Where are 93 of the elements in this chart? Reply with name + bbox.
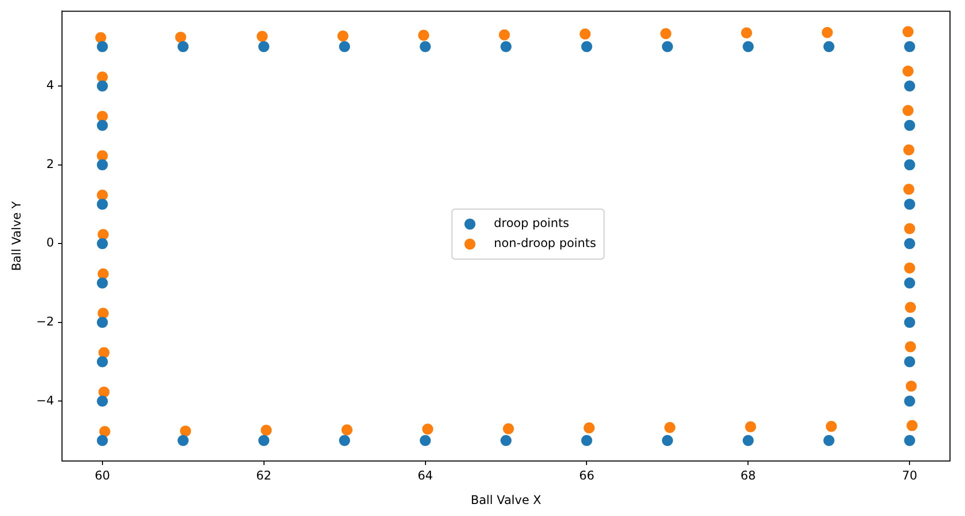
point — [904, 159, 916, 170]
point — [337, 30, 348, 42]
point — [904, 356, 916, 368]
point — [904, 277, 916, 288]
x-tick-label: 66 — [579, 468, 594, 482]
x-tick-label: 64 — [418, 468, 433, 482]
point — [580, 28, 591, 40]
x-tick-label: 62 — [256, 468, 272, 482]
point — [906, 380, 917, 392]
point — [500, 41, 512, 52]
point — [260, 424, 272, 436]
point — [339, 435, 350, 446]
point — [903, 184, 914, 195]
point — [178, 41, 189, 52]
x-axis-title: Ball Valve X — [470, 492, 542, 507]
point — [96, 120, 108, 131]
point — [96, 396, 108, 407]
point — [420, 435, 431, 446]
point — [742, 435, 754, 446]
point — [96, 80, 108, 92]
point — [742, 41, 754, 52]
point — [823, 435, 834, 446]
point — [98, 229, 109, 240]
point — [258, 41, 270, 52]
x-tick-label: 68 — [740, 468, 756, 482]
point — [904, 316, 916, 328]
point — [904, 223, 916, 234]
point — [662, 41, 673, 52]
point — [662, 435, 673, 446]
point — [96, 356, 108, 368]
point — [903, 144, 914, 156]
point — [826, 420, 837, 432]
y-tick-label: 4 — [46, 78, 54, 92]
point — [98, 347, 110, 358]
point — [96, 110, 108, 122]
point — [902, 66, 914, 77]
point — [96, 41, 108, 52]
point — [500, 435, 512, 446]
point — [178, 435, 189, 446]
point — [581, 435, 592, 446]
point — [98, 268, 109, 280]
point — [498, 29, 510, 40]
point — [96, 435, 108, 446]
point — [904, 41, 916, 52]
point — [904, 80, 916, 92]
legend-label: non-droop points — [494, 236, 596, 250]
point — [904, 198, 916, 210]
point — [904, 120, 916, 131]
point — [902, 26, 914, 38]
point — [420, 41, 431, 52]
y-axis-title: Ball Valve Y — [9, 200, 24, 271]
point — [904, 396, 916, 407]
y-tick-label: 0 — [46, 236, 54, 250]
point — [341, 424, 352, 436]
point — [96, 159, 108, 170]
point — [422, 424, 434, 435]
point — [175, 32, 186, 43]
point — [96, 316, 108, 328]
point — [660, 28, 672, 40]
y-tick-label: −4 — [36, 393, 54, 408]
point — [664, 422, 676, 434]
point — [96, 238, 108, 250]
y-tick-label: −2 — [36, 314, 54, 328]
point — [418, 30, 430, 41]
point — [904, 238, 916, 250]
point — [96, 190, 108, 201]
point — [339, 41, 350, 52]
point — [256, 30, 268, 42]
x-tick-label: 60 — [94, 468, 110, 482]
point — [584, 422, 595, 434]
point — [904, 302, 916, 313]
point — [741, 27, 752, 38]
point — [96, 71, 108, 82]
point — [581, 41, 592, 52]
point — [99, 426, 110, 437]
point — [95, 32, 106, 44]
point — [906, 420, 918, 432]
y-tick-label: 2 — [46, 156, 54, 171]
point — [258, 435, 270, 446]
point — [502, 423, 514, 434]
x-tick-label: 70 — [902, 468, 918, 482]
point — [904, 262, 916, 274]
point — [904, 341, 916, 352]
point — [745, 421, 756, 432]
point — [98, 386, 110, 398]
point — [902, 104, 914, 116]
point — [180, 426, 192, 437]
point — [823, 41, 834, 52]
point — [96, 198, 108, 210]
point — [904, 435, 916, 446]
point — [822, 26, 833, 38]
legend-label: droop points — [494, 216, 570, 230]
point — [96, 277, 108, 288]
